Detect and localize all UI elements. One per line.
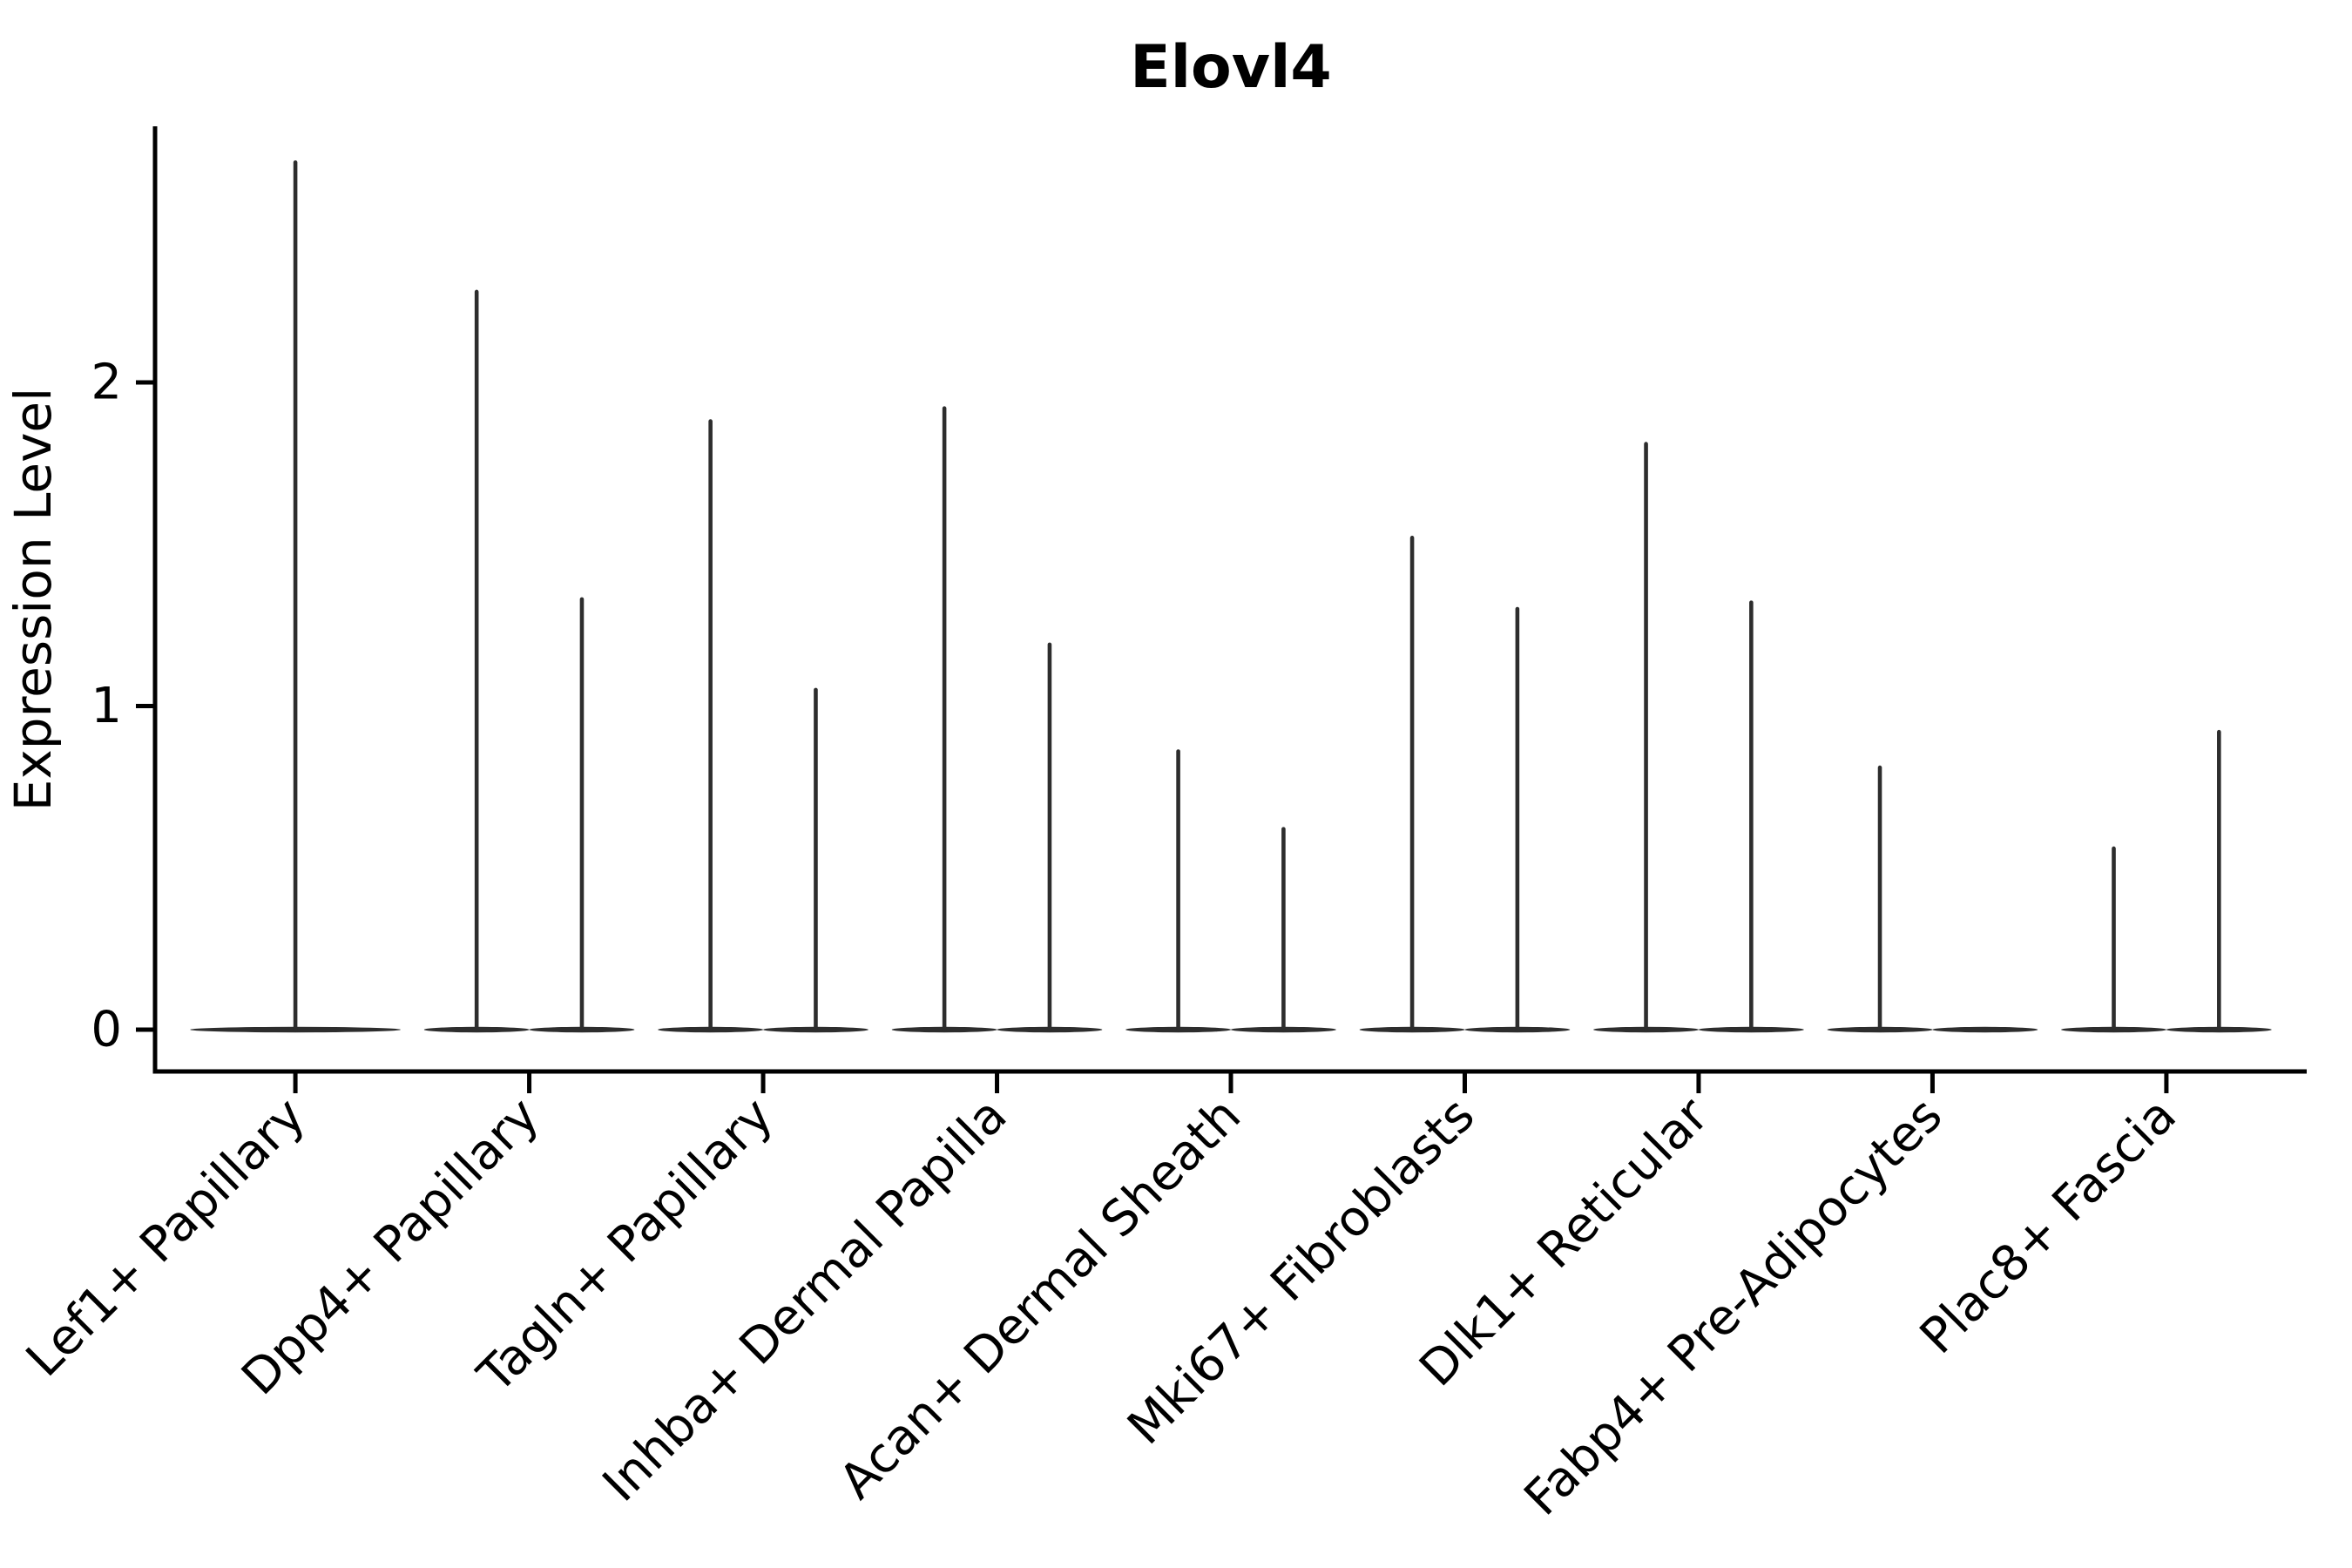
axes [136, 126, 2307, 1093]
y-tick-label: 0 [91, 1002, 122, 1058]
x-tick-label: Inhba+ Dermal Papilla [592, 1087, 1018, 1513]
x-tick-label: Acan+ Dermal Sheath [828, 1087, 1252, 1511]
x-tick-label: Fabp4+ Pre-Adipocytes [1514, 1087, 1954, 1527]
y-tick-label: 2 [91, 355, 122, 411]
violin-base [1932, 1026, 2038, 1033]
violins-layer [190, 160, 2272, 1033]
y-tick-labels: 0 1 2 [91, 355, 122, 1058]
chart-title: Elovl4 [1130, 33, 1331, 102]
y-axis-label: Expression Level [3, 388, 63, 811]
y-tick-label: 1 [91, 678, 122, 734]
